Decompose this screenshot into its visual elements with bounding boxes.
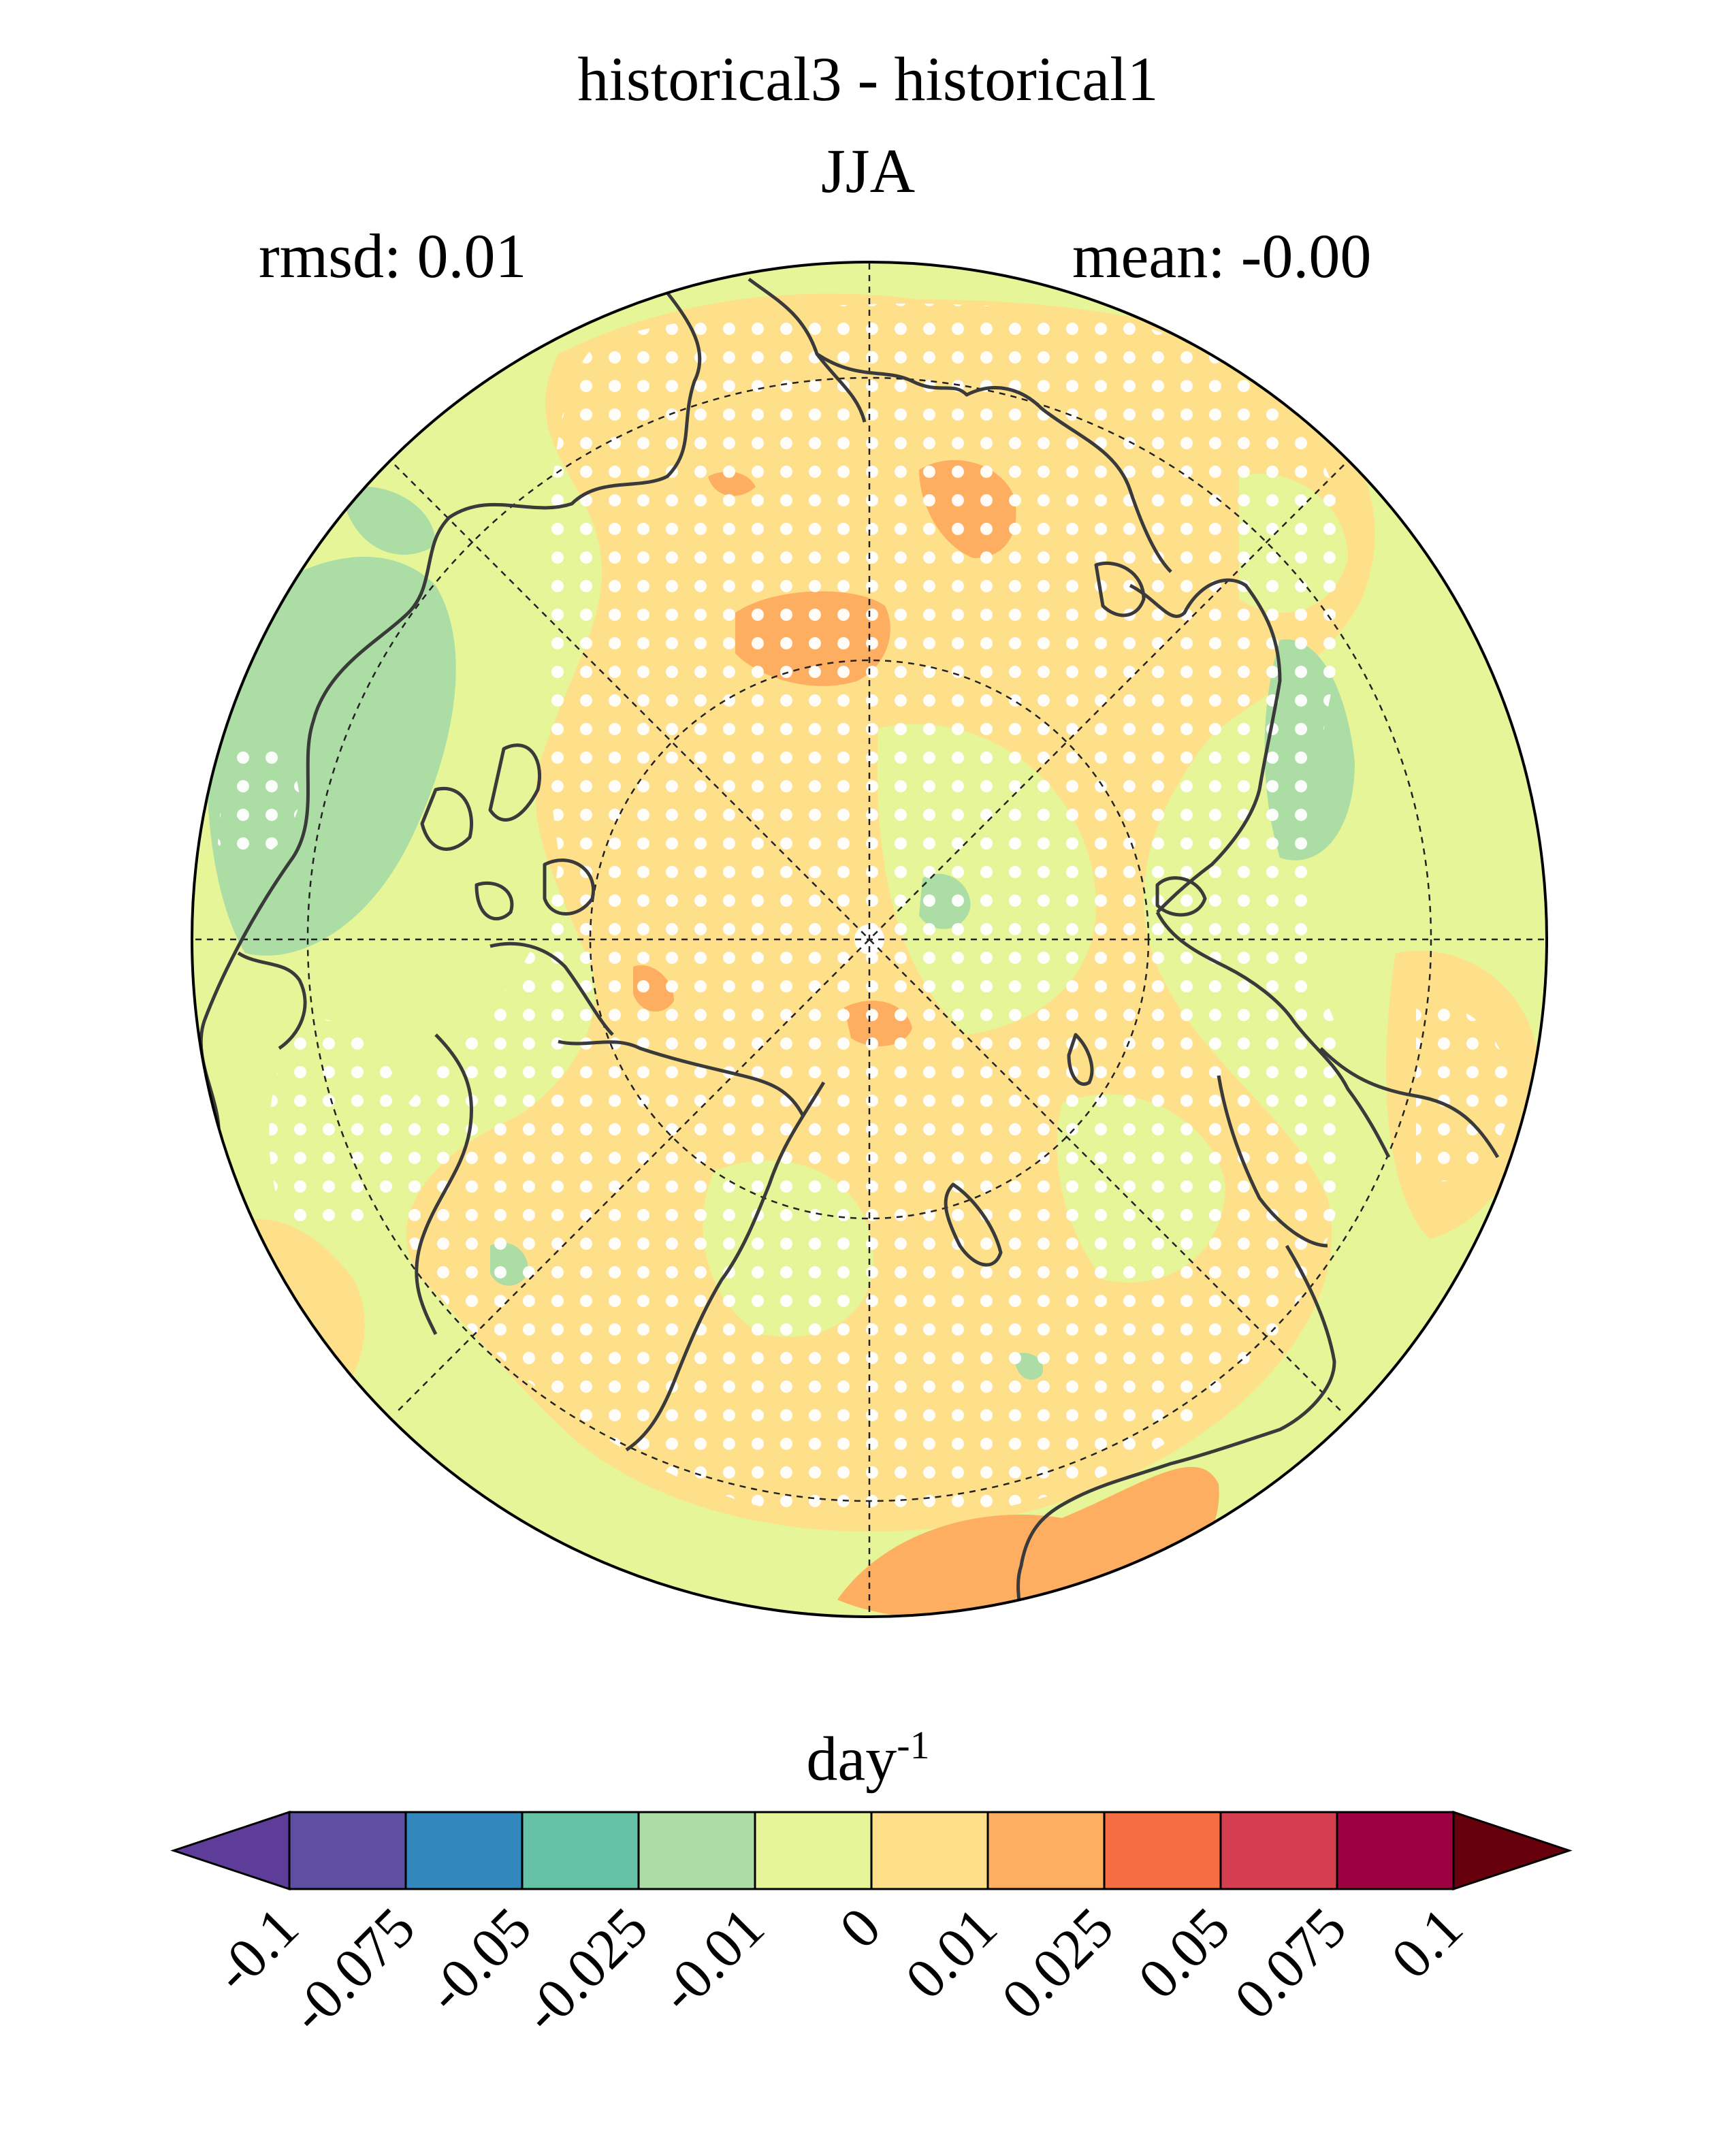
colorbar-tick-label: -0.01 — [647, 1896, 776, 2024]
colorbar-boxes — [170, 1810, 1573, 1891]
colorbar-tick-label: 0.025 — [990, 1896, 1125, 2031]
colorbar-box — [754, 1811, 873, 1890]
colorbar-box — [404, 1811, 524, 1890]
colorbar-under-triangle — [170, 1810, 291, 1891]
colorbar-box — [986, 1811, 1106, 1890]
mean-label: mean: -0.00 — [1072, 221, 1372, 291]
significance-stippling — [218, 304, 1511, 1521]
colorbar-tick-label: 0 — [828, 1896, 893, 1960]
colorbar-over-triangle — [1452, 1810, 1573, 1891]
chart-title: historical3 - historical1 — [577, 44, 1159, 114]
colorbar-tick-label: 0.01 — [894, 1896, 1010, 2012]
rmsd-label: rmsd: 0.01 — [259, 221, 527, 291]
units-base: day — [806, 1724, 897, 1794]
colorbar-tick-label: 0.075 — [1223, 1896, 1358, 2031]
colorbar-tick-label: -0.075 — [278, 1896, 427, 2045]
colorbar-tick-label: 0.05 — [1127, 1896, 1242, 2012]
map-boundary — [191, 261, 1548, 1618]
units-exponent: -1 — [897, 1723, 930, 1767]
polar-map — [191, 261, 1548, 1618]
colorbar-box — [288, 1811, 407, 1890]
colorbar-units: day-1 — [0, 1722, 1736, 1795]
coastlines — [199, 277, 1500, 1617]
colorbar-box — [1103, 1811, 1222, 1890]
colorbar-box — [1336, 1811, 1455, 1890]
graticule — [192, 262, 1547, 1617]
colorbar-tick-label: 0.1 — [1379, 1896, 1475, 1991]
colorbar-box — [521, 1811, 640, 1890]
chart-subtitle-season: JJA — [820, 136, 916, 206]
colorbar-box — [637, 1811, 756, 1890]
colorbar-box — [1219, 1811, 1338, 1890]
colorbar-box — [870, 1811, 989, 1890]
colorbar-tick-label: -0.025 — [511, 1896, 660, 2045]
colorbar-tick-labels: -0.1-0.075-0.05-0.025-0.01 0 0.010.025 0.05… — [202, 1896, 1475, 2045]
